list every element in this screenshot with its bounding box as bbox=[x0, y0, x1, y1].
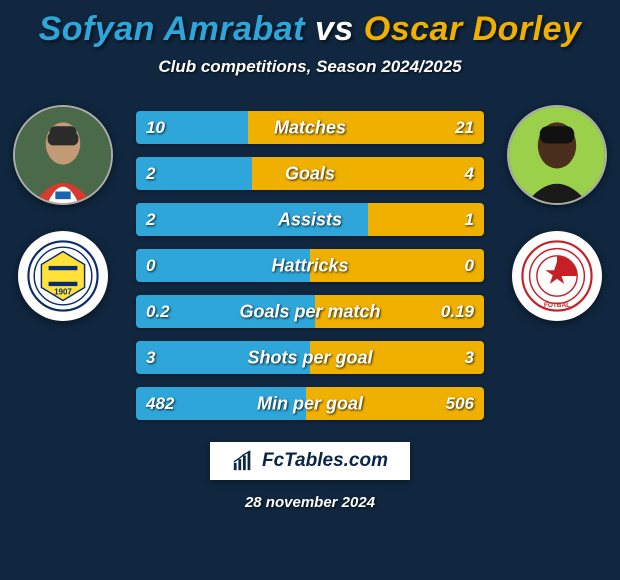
player1-name: Sofyan Amrabat bbox=[39, 10, 305, 48]
bar-left-value: 10 bbox=[146, 118, 165, 138]
right-side: FOTBAL bbox=[502, 105, 612, 321]
bar-stat-label: Goals per match bbox=[239, 301, 380, 322]
svg-text:1907: 1907 bbox=[54, 288, 72, 297]
bar-left-value: 0 bbox=[146, 256, 155, 276]
stat-bar: 482 506 Min per goal bbox=[136, 387, 484, 420]
bar-left-value: 2 bbox=[146, 164, 155, 184]
comparison-card: Sofyan Amrabat vs Oscar Dorley Club comp… bbox=[0, 0, 620, 580]
stat-bar: 0.2 0.19 Goals per match bbox=[136, 295, 484, 328]
stat-bar: 3 3 Shots per goal bbox=[136, 341, 484, 374]
left-side: 1907 bbox=[8, 105, 118, 321]
chart-icon bbox=[232, 450, 254, 472]
bar-right-value: 0 bbox=[465, 256, 474, 276]
brand-link[interactable]: FcTables.com bbox=[210, 442, 410, 480]
bar-stat-label: Shots per goal bbox=[247, 347, 372, 368]
svg-text:FOTBAL: FOTBAL bbox=[544, 302, 570, 309]
bar-stat-label: Goals bbox=[285, 163, 335, 184]
bar-right-value: 1 bbox=[465, 210, 474, 230]
bar-left-value: 2 bbox=[146, 210, 155, 230]
stat-bar: 2 1 Assists bbox=[136, 203, 484, 236]
fenerbahce-badge-icon: 1907 bbox=[27, 240, 99, 312]
bar-right-value: 3 bbox=[465, 348, 474, 368]
bar-stat-label: Assists bbox=[278, 209, 342, 230]
stat-bars-container: 1021Matches24Goals21Assists00Hattricks0.… bbox=[136, 105, 484, 420]
bar-left-value: 3 bbox=[146, 348, 155, 368]
vs-text: vs bbox=[315, 10, 354, 48]
bar-left-value: 0.2 bbox=[146, 302, 170, 322]
slavia-praha-badge-icon: FOTBAL bbox=[521, 240, 593, 312]
bar-right-value: 506 bbox=[446, 394, 474, 414]
brand-text: FcTables.com bbox=[262, 450, 388, 472]
player2-name: Oscar Dorley bbox=[364, 10, 582, 48]
bar-stat-label: Hattricks bbox=[271, 255, 348, 276]
comparison-title: Sofyan Amrabat vs Oscar Dorley bbox=[0, 10, 620, 49]
bar-left-value: 482 bbox=[146, 394, 174, 414]
bar-right-value: 0.19 bbox=[441, 302, 474, 322]
stat-bar: 10 21 Matches bbox=[136, 111, 484, 144]
stat-bar: 0 0 Hattricks bbox=[136, 249, 484, 282]
subtitle: Club competitions, Season 2024/2025 bbox=[0, 57, 620, 77]
footer: FcTables.com 28 november 2024 bbox=[0, 442, 620, 511]
player1-avatar bbox=[13, 105, 113, 205]
player1-club-badge: 1907 bbox=[18, 231, 108, 321]
player2-club-badge: FOTBAL bbox=[512, 231, 602, 321]
bar-right-value: 21 bbox=[455, 118, 474, 138]
content-row: 1907 1021Matches24Goals21Assists00Hattri… bbox=[0, 105, 620, 420]
footer-date: 28 november 2024 bbox=[0, 494, 620, 511]
player2-avatar bbox=[507, 105, 607, 205]
avatar-placeholder-icon bbox=[509, 107, 605, 203]
bar-right-value: 4 bbox=[465, 164, 474, 184]
stat-bar: 2 4 Goals bbox=[136, 157, 484, 190]
bar-stat-label: Min per goal bbox=[257, 393, 363, 414]
avatar-placeholder-icon bbox=[15, 107, 111, 203]
bar-stat-label: Matches bbox=[274, 117, 346, 138]
